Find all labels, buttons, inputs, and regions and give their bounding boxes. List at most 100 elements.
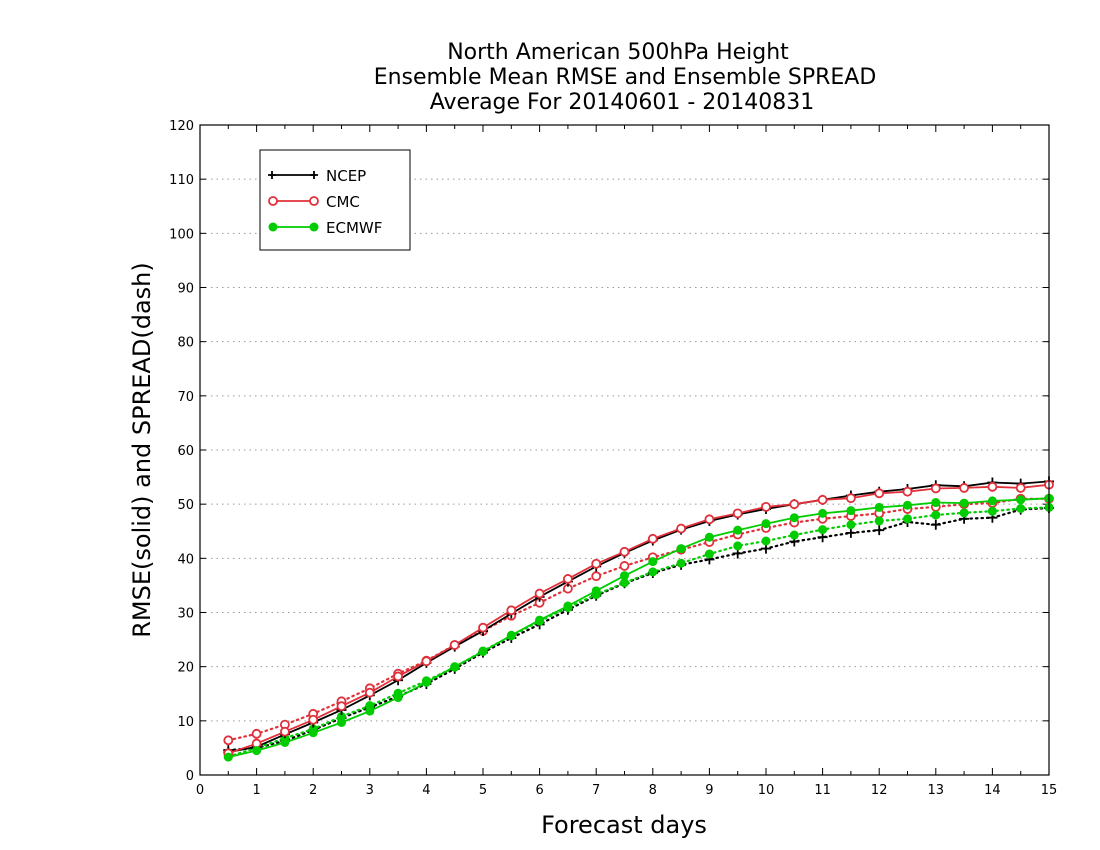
- y-tick-label: 30: [177, 607, 194, 622]
- data-point: [704, 549, 714, 559]
- x-tick-label: 6: [535, 783, 543, 798]
- data-point: [987, 506, 997, 516]
- x-tick-label: 14: [984, 783, 1001, 798]
- data-point: [846, 506, 856, 516]
- data-point: [930, 483, 941, 494]
- y-tick-label: 0: [186, 769, 194, 784]
- chart-title: North American 500hPa Height Ensemble Me…: [374, 40, 877, 115]
- x-tick-label: 2: [309, 783, 317, 798]
- open-circle-marker-icon: [268, 196, 278, 206]
- data-point: [591, 586, 601, 596]
- x-axis-label: Forecast days: [541, 811, 707, 839]
- y-tick-label: 50: [177, 498, 194, 513]
- x-tick-label: 0: [196, 783, 204, 798]
- data-point: [930, 519, 941, 530]
- data-point: [761, 519, 771, 529]
- data-point: [591, 558, 602, 569]
- legend-entry-ncep: NCEP: [268, 167, 366, 185]
- series-line-ncep-rmse: [228, 480, 1050, 754]
- y-tick-label: 100: [169, 227, 194, 242]
- data-point: [619, 546, 630, 557]
- x-tick-label: 15: [1041, 783, 1058, 798]
- data-point: [506, 630, 516, 640]
- data-point: [789, 499, 800, 510]
- data-point: [393, 671, 404, 682]
- series-layer: [223, 476, 1054, 762]
- data-point: [620, 571, 629, 581]
- data-point: [874, 525, 885, 536]
- x-tick-label: 10: [758, 783, 775, 798]
- data-point: [676, 523, 686, 534]
- data-point: [648, 557, 658, 567]
- data-point: [647, 533, 658, 544]
- data-point: [818, 525, 828, 535]
- data-point: [959, 498, 969, 508]
- data-point: [761, 536, 771, 546]
- series-ecmwf-rmse: [223, 493, 1054, 762]
- y-tick-label: 110: [169, 173, 194, 188]
- data-point: [1016, 495, 1026, 505]
- data-point: [563, 574, 573, 584]
- data-point: [478, 622, 488, 633]
- data-point: [252, 746, 262, 756]
- y-tick-label: 120: [169, 119, 194, 134]
- data-point: [789, 530, 799, 540]
- data-point: [535, 615, 545, 625]
- data-point: [732, 508, 743, 519]
- title-line-3: Average For 20140601 - 20140831: [430, 90, 815, 115]
- series-line-ecmwf-spread: [227, 506, 1051, 758]
- data-point: [817, 494, 828, 505]
- data-point: [676, 544, 686, 554]
- filled-circle-marker-icon: [309, 222, 319, 232]
- data-point: [846, 520, 856, 530]
- data-point: [959, 508, 969, 518]
- open-circle-marker-icon: [309, 196, 319, 206]
- data-point: [620, 578, 629, 588]
- data-point: [761, 501, 771, 512]
- data-point: [449, 640, 460, 650]
- y-tick-label: 10: [177, 715, 194, 730]
- x-tick-label: 3: [366, 783, 374, 798]
- plot-frame: [199, 124, 1050, 776]
- plus-marker-icon: [268, 171, 318, 179]
- data-point: [534, 588, 545, 599]
- x-tick-label: 11: [814, 783, 831, 798]
- series-ncep-spread: [223, 502, 1054, 756]
- x-tick-label: 1: [252, 783, 260, 798]
- data-point: [223, 752, 233, 762]
- data-point: [619, 561, 630, 571]
- data-point: [733, 525, 743, 535]
- data-point: [903, 514, 912, 524]
- data-point: [845, 527, 856, 538]
- filled-circle-marker-icon: [268, 222, 278, 232]
- data-point: [931, 498, 941, 508]
- data-point: [1015, 483, 1026, 493]
- legend-entry-ecmwf: ECMWF: [268, 219, 382, 237]
- series-ecmwf-spread: [223, 502, 1054, 762]
- series-line-ecmwf-rmse: [228, 497, 1050, 758]
- y-tick-label: 40: [177, 552, 194, 567]
- data-point: [450, 662, 460, 672]
- data-point: [506, 605, 517, 616]
- data-point: [591, 571, 602, 582]
- data-point: [676, 558, 686, 568]
- data-point: [931, 510, 941, 520]
- data-point: [308, 714, 319, 725]
- y-tick-label: 70: [177, 390, 194, 405]
- data-point: [874, 502, 884, 512]
- x-tick-label: 7: [592, 783, 600, 798]
- data-point: [987, 496, 997, 506]
- data-point: [704, 514, 715, 525]
- data-point: [846, 493, 856, 504]
- data-point: [987, 481, 998, 492]
- data-point: [251, 728, 262, 739]
- data-point: [336, 701, 347, 712]
- legend: NCEP CMC ECMWF: [259, 149, 411, 251]
- x-tick-label: 4: [422, 783, 430, 798]
- data-point: [818, 508, 828, 518]
- x-tick-label: 5: [479, 783, 487, 798]
- data-point: [874, 516, 884, 526]
- title-line-1: North American 500hPa Height: [447, 40, 789, 65]
- data-point: [279, 726, 290, 737]
